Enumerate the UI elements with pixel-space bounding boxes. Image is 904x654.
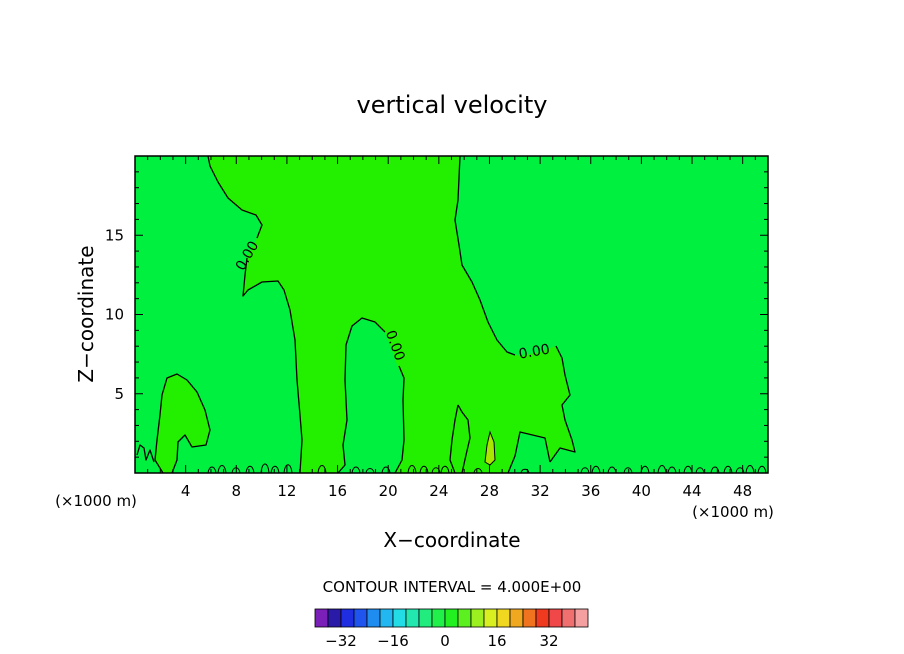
contour-squiggle bbox=[317, 465, 327, 473]
colorbar-tick-label: −32 bbox=[325, 632, 357, 650]
x-tick-label: 44 bbox=[682, 482, 701, 500]
y-tick-label: 10 bbox=[105, 306, 124, 324]
contour-squiggle bbox=[407, 465, 417, 473]
colorbar-swatch bbox=[327, 608, 342, 628]
colorbar-swatch bbox=[353, 608, 368, 628]
y-tick-labels: 5 10 15 bbox=[105, 226, 124, 403]
x-tick-label: 28 bbox=[480, 482, 499, 500]
updraft-region bbox=[208, 156, 575, 473]
contour-squiggle bbox=[723, 465, 733, 473]
y-tick-label: 15 bbox=[105, 226, 124, 244]
contour-squiggle bbox=[667, 466, 677, 473]
contour-squiggle bbox=[657, 465, 667, 473]
colorbar-swatch bbox=[366, 608, 381, 628]
contour-squiggle bbox=[580, 467, 590, 473]
chart-title: vertical velocity bbox=[357, 91, 548, 119]
colorbar-tick-label: −16 bbox=[377, 632, 409, 650]
contour-squiggle bbox=[520, 468, 530, 473]
contour-squiggle bbox=[695, 467, 705, 473]
colorbar-swatch bbox=[522, 608, 537, 628]
colorbar-tick-label: 16 bbox=[487, 632, 506, 650]
axis-ticks bbox=[135, 156, 768, 473]
colorbar-swatch bbox=[392, 608, 407, 628]
contour-squiggle bbox=[431, 467, 441, 473]
colorbar-swatch bbox=[509, 608, 524, 628]
contour-label: 0.00 bbox=[518, 341, 551, 362]
contour-squiggle bbox=[245, 465, 255, 473]
zero-contour bbox=[136, 156, 576, 473]
colorbar-swatch bbox=[431, 608, 446, 628]
x-tick-label: 40 bbox=[632, 482, 651, 500]
contour-squiggle bbox=[710, 466, 720, 473]
colorbar-swatch bbox=[548, 608, 563, 628]
x-tick-label: 36 bbox=[581, 482, 600, 500]
contour-interval: CONTOUR INTERVAL = 4.000E+00 bbox=[323, 578, 582, 596]
contour-squiggle bbox=[757, 465, 767, 473]
colorbar-swatch bbox=[483, 608, 498, 628]
colorbar-swatch bbox=[340, 608, 355, 628]
colorbar-swatch bbox=[405, 608, 420, 628]
colorbar-swatch bbox=[418, 608, 433, 628]
x-tick-label: 8 bbox=[232, 482, 242, 500]
contour-squiggle bbox=[381, 466, 391, 473]
contour-squiggle bbox=[207, 466, 217, 473]
contour-squiggle bbox=[283, 464, 293, 473]
colorbar bbox=[314, 608, 589, 628]
weak-positive-pocket bbox=[484, 430, 496, 466]
contour-squiggle bbox=[623, 467, 633, 473]
colorbar-swatch bbox=[314, 608, 329, 628]
contour-squiggle bbox=[351, 466, 361, 473]
x-tick-label: 24 bbox=[429, 482, 448, 500]
x-unit-left: (×1000 m) bbox=[55, 492, 137, 510]
colorbar-swatch bbox=[444, 608, 459, 628]
updraft-lobe-left bbox=[155, 374, 210, 473]
contour-squiggle bbox=[473, 468, 483, 473]
x-tick-label: 32 bbox=[531, 482, 550, 500]
colorbar-tick-label: 32 bbox=[539, 632, 558, 650]
colorbar-swatch bbox=[574, 608, 589, 628]
colorbar-swatch bbox=[379, 608, 394, 628]
contour-squiggle bbox=[217, 465, 227, 473]
contour-squiggle bbox=[365, 468, 375, 473]
contour-squiggle bbox=[440, 465, 450, 473]
colorbar-swatch bbox=[561, 608, 576, 628]
x-tick-labels: 4 8 12 16 20 24 28 32 36 40 44 48 bbox=[181, 482, 752, 500]
x-tick-label: 20 bbox=[379, 482, 398, 500]
colorbar-swatch bbox=[535, 608, 550, 628]
colorbar-swatch bbox=[457, 608, 472, 628]
x-unit-right: (×1000 m) bbox=[692, 503, 774, 521]
plot-area bbox=[135, 156, 768, 473]
colorbar-labels: −32 −16 0 16 32 bbox=[325, 632, 558, 650]
x-axis-label: X−coordinate bbox=[383, 528, 520, 552]
contour-squiggle bbox=[745, 465, 755, 473]
x-tick-label: 4 bbox=[181, 482, 191, 500]
contour-squiggle bbox=[270, 465, 280, 473]
colorbar-swatch bbox=[470, 608, 485, 628]
x-tick-label: 12 bbox=[277, 482, 296, 500]
y-tick-label: 5 bbox=[114, 385, 124, 403]
colorbar-tick-label: 0 bbox=[440, 632, 450, 650]
contour-squiggle bbox=[591, 465, 601, 473]
y-axis-label: Z−coordinate bbox=[74, 245, 98, 382]
colorbar-swatch bbox=[496, 608, 511, 628]
x-tick-label: 16 bbox=[328, 482, 347, 500]
contour-squiggle bbox=[419, 465, 429, 473]
x-tick-label: 48 bbox=[733, 482, 752, 500]
contour-squiggle bbox=[735, 467, 745, 473]
